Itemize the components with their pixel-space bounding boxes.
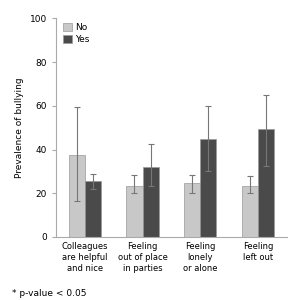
Bar [69, 155, 85, 237]
Legend: No, Yes: No, Yes [63, 23, 90, 44]
Bar [200, 139, 217, 237]
Bar [143, 167, 159, 237]
Text: * p-value < 0.05: * p-value < 0.05 [12, 290, 87, 298]
Bar [126, 186, 143, 237]
Bar [184, 183, 200, 237]
Y-axis label: Prevalence of bullying: Prevalence of bullying [15, 77, 24, 178]
Bar [258, 129, 274, 237]
Bar [242, 186, 258, 237]
Bar [85, 181, 101, 237]
